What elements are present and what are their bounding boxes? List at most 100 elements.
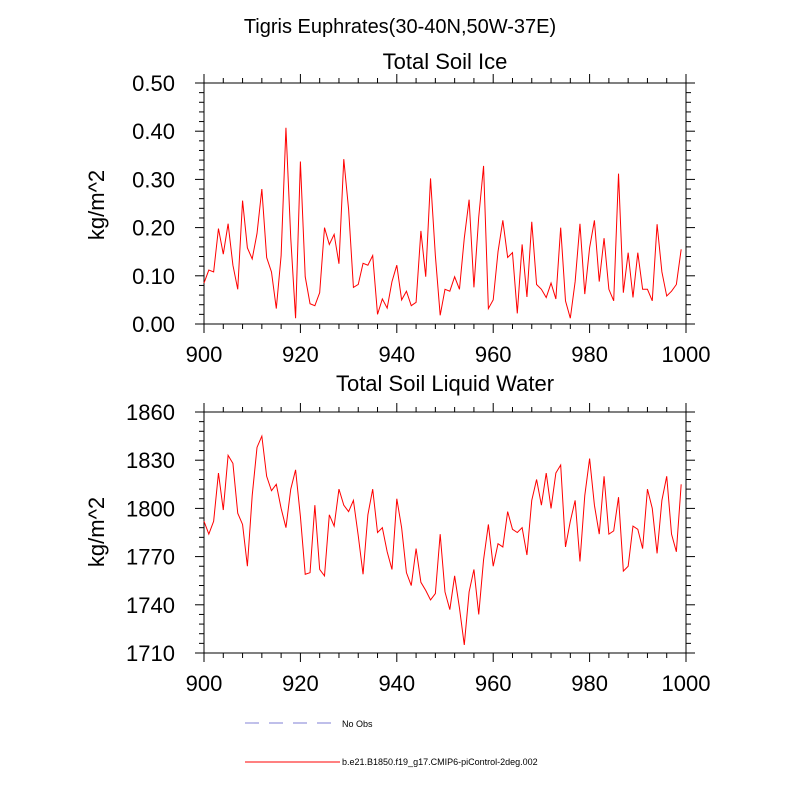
panel-total-soil-ice: Total Soil Ice kg/m^2 900 920 940 960 980 100… <box>84 49 710 367</box>
data-point <box>430 599 431 600</box>
data-point <box>295 318 296 319</box>
data-point <box>478 614 479 615</box>
data-point <box>440 534 441 535</box>
data-point <box>372 489 373 490</box>
data-point <box>406 572 407 573</box>
data-point <box>247 566 248 567</box>
data-point <box>642 548 643 549</box>
data-point <box>310 572 311 573</box>
data-point <box>358 284 359 285</box>
data-point <box>632 297 633 298</box>
data-point <box>454 575 455 576</box>
data-point <box>391 281 392 282</box>
data-point <box>661 500 662 501</box>
data-point <box>228 223 229 224</box>
y-tick-label: 1740 <box>126 593 175 618</box>
data-point <box>604 238 605 239</box>
data-point <box>416 302 417 303</box>
data-point <box>290 238 291 239</box>
data-point <box>560 227 561 228</box>
data-point <box>401 299 402 300</box>
data-point <box>526 554 527 555</box>
data-point <box>613 300 614 301</box>
data-point <box>324 575 325 576</box>
y-tick-label: 1710 <box>126 641 175 666</box>
data-point <box>676 284 677 285</box>
y-tick-label: 1800 <box>126 496 175 521</box>
data-point <box>377 532 378 533</box>
data-point <box>546 473 547 474</box>
x-tick-label: 900 <box>186 342 223 367</box>
y-tick-label: 0.20 <box>132 216 175 241</box>
y-tick-label: 0.40 <box>132 119 175 144</box>
panel-total-soil-liquid-water: Total Soil Liquid Water kg/m^2 900 920 940… <box>84 371 710 696</box>
data-point <box>541 505 542 506</box>
x-tick-label: 980 <box>571 671 608 696</box>
data-point <box>295 469 296 470</box>
data-point <box>348 209 349 210</box>
data-point <box>671 534 672 535</box>
x-tick-label: 900 <box>186 671 223 696</box>
data-point <box>343 505 344 506</box>
data-point <box>372 255 373 256</box>
data-point <box>435 255 436 256</box>
y-tick-label: 1770 <box>126 545 175 570</box>
data-point <box>338 263 339 264</box>
data-point <box>478 216 479 217</box>
data-point <box>271 271 272 272</box>
data-point <box>276 484 277 485</box>
data-point <box>382 527 383 528</box>
data-point <box>652 300 653 301</box>
data-point <box>305 276 306 277</box>
data-point <box>541 289 542 290</box>
data-point <box>623 292 624 293</box>
data-point <box>570 318 571 319</box>
data-point <box>213 521 214 522</box>
data-point <box>319 292 320 293</box>
legend-label-obs: No Obs <box>342 719 373 729</box>
data-point <box>228 455 229 456</box>
data-point <box>502 546 503 547</box>
data-point <box>594 220 595 221</box>
data-point <box>363 574 364 575</box>
data-point <box>676 551 677 552</box>
data-point <box>382 298 383 299</box>
data-point <box>493 299 494 300</box>
y-tick-label: 0.30 <box>132 167 175 192</box>
y-axis-label: kg/m^2 <box>84 170 109 240</box>
data-point <box>204 521 205 522</box>
data-point <box>411 585 412 586</box>
x-tick-label: 920 <box>282 671 319 696</box>
y-axis-label: kg/m^2 <box>84 497 109 567</box>
data-point <box>391 569 392 570</box>
data-point <box>387 551 388 552</box>
data-point <box>300 161 301 162</box>
data-point <box>637 529 638 530</box>
data-point <box>324 227 325 228</box>
data-point <box>276 308 277 309</box>
data-point <box>285 527 286 528</box>
data-point <box>425 276 426 277</box>
data-point <box>498 543 499 544</box>
data-point <box>459 608 460 609</box>
data-point <box>555 298 556 299</box>
y-tick-label: 0.10 <box>132 264 175 289</box>
data-point <box>483 559 484 560</box>
data-point <box>657 553 658 554</box>
data-point <box>565 546 566 547</box>
y-tick-label: 0.50 <box>132 71 175 96</box>
data-point <box>271 490 272 491</box>
data-point <box>473 287 474 288</box>
data-point <box>314 305 315 306</box>
data-point <box>469 591 470 592</box>
data-point <box>652 508 653 509</box>
data-point <box>242 200 243 201</box>
data-point <box>204 283 205 284</box>
data-point <box>300 516 301 517</box>
data-point <box>266 257 267 258</box>
data-point <box>464 644 465 645</box>
data-point <box>420 230 421 231</box>
data-point <box>425 590 426 591</box>
data-point <box>232 463 233 464</box>
